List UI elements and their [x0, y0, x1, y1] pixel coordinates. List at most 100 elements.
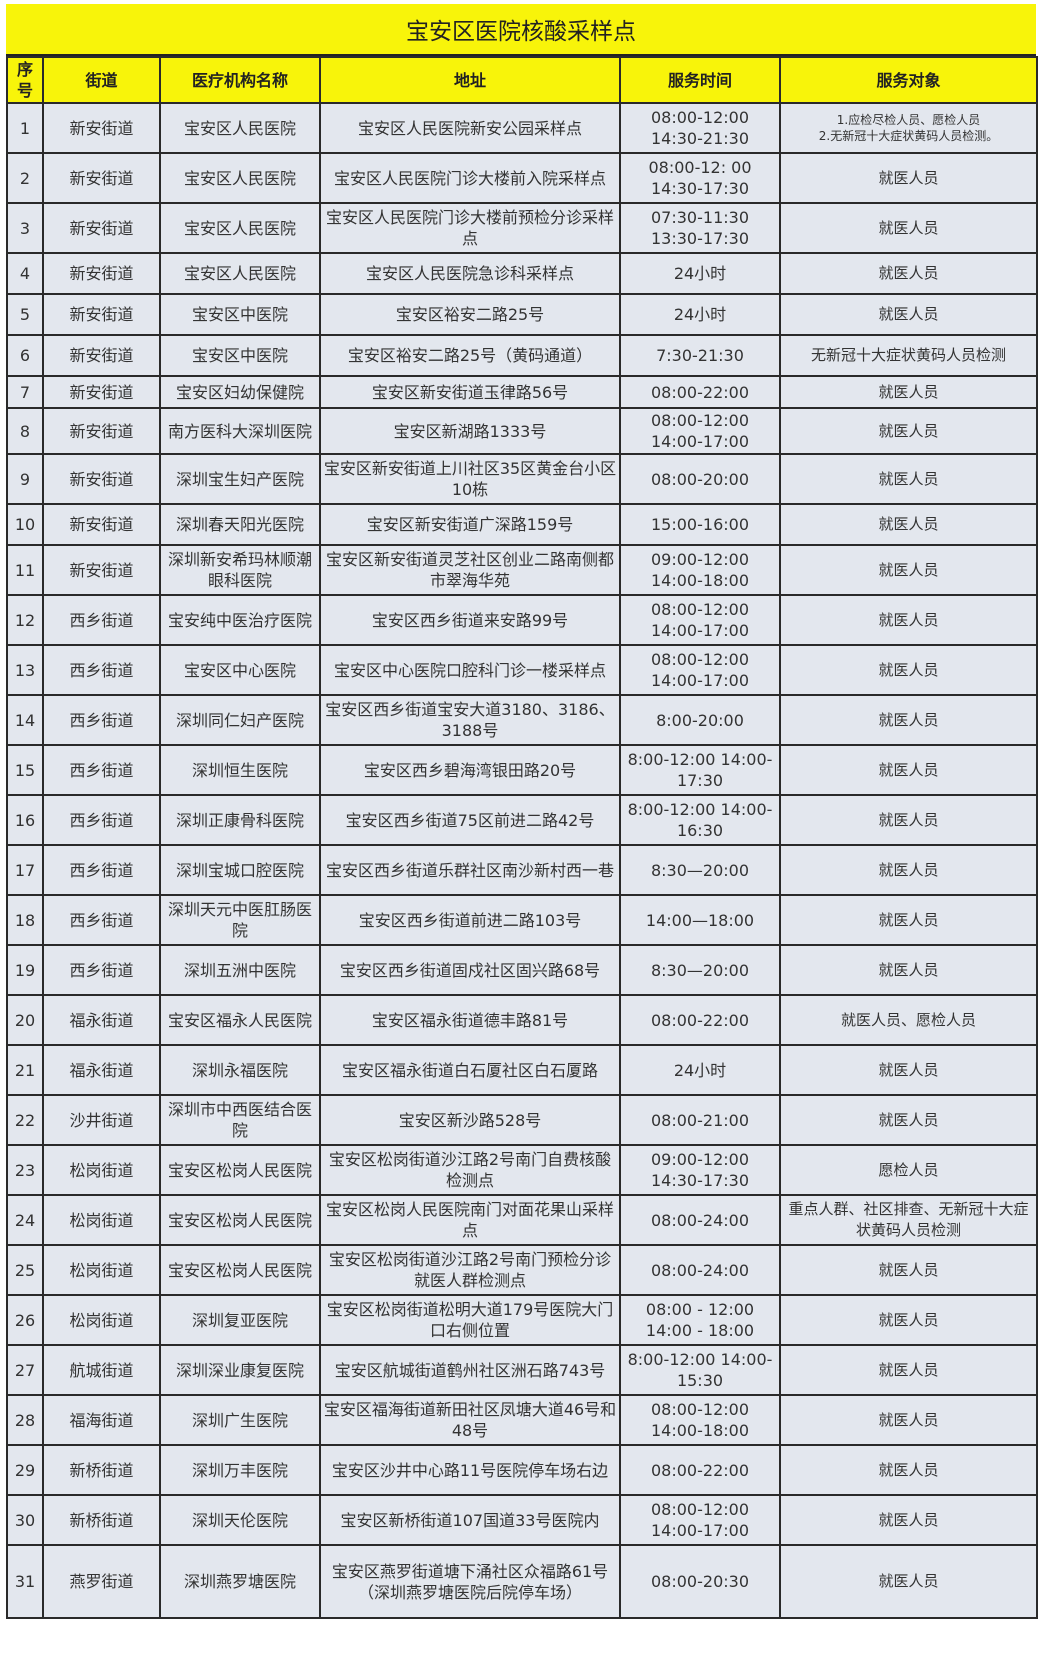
cell-address: 宝安区燕罗街道塘下涌社区众福路61号（深圳燕罗塘医院后院停车场） [319, 1544, 621, 1619]
cell-service-time: 08:00-12:00 14:00-18:00 [619, 1394, 781, 1446]
cell-institution: 宝安区松岗人民医院 [159, 1144, 321, 1196]
cell-address: 宝安区西乡街道75区前进二路42号 [319, 794, 621, 846]
cell-index: 17 [6, 844, 44, 896]
table-row: 8 新安街道 南方医科大深圳医院 宝安区新湖路1333号 08:00-12:00 14:… [6, 407, 1038, 455]
cell-service-time: 08:00-22:00 [619, 994, 781, 1046]
cell-service-target: 就医人员 [779, 407, 1038, 455]
cell-index: 22 [6, 1094, 44, 1146]
cell-service-target: 就医人员 [779, 202, 1038, 254]
cell-institution: 深圳永福医院 [159, 1044, 321, 1096]
cell-institution: 宝安区妇幼保健院 [159, 375, 321, 409]
table-row: 9 新安街道 深圳宝生妇产医院 宝安区新安街道上川社区35区黄金台小区10栋 08:00… [6, 453, 1038, 505]
cell-address: 宝安区新安街道玉律路56号 [319, 375, 621, 409]
cell-service-time: 08:00-22:00 [619, 375, 781, 409]
cell-service-target: 就医人员 [779, 1494, 1038, 1546]
table-row: 22 沙井街道 深圳市中西医结合医院 宝安区新沙路528号 08:00-21:00 就医人… [6, 1094, 1038, 1146]
table-row: 2 新安街道 宝安区人民医院 宝安区人民医院门诊大楼前入院采样点 08:00-12: 0… [6, 152, 1038, 204]
cell-street: 新桥街道 [42, 1444, 161, 1496]
table-row: 7 新安街道 宝安区妇幼保健院 宝安区新安街道玉律路56号 08:00-22:00 就医人… [6, 375, 1038, 409]
cell-service-target: 就医人员 [779, 252, 1038, 295]
cell-address: 宝安区新安街道广深路159号 [319, 503, 621, 546]
cell-street: 新安街道 [42, 293, 161, 336]
cell-service-target: 就医人员 [779, 844, 1038, 896]
cell-address: 宝安区西乡碧海湾银田路20号 [319, 744, 621, 796]
cell-index: 30 [6, 1494, 44, 1546]
table-row: 30 新桥街道 深圳天伦医院 宝安区新桥街道107国道33号医院内 08:00-12:0… [6, 1494, 1038, 1546]
cell-service-time: 24小时 [619, 1044, 781, 1096]
cell-index: 20 [6, 994, 44, 1046]
cell-service-time: 08:00-22:00 [619, 1444, 781, 1496]
header-street: 街道 [42, 56, 161, 104]
cell-service-target: 就医人员 [779, 152, 1038, 204]
sites-table: 序号 街道 医疗机构名称 地址 服务时间 服务对象 1 新安街道 宝安区人民医院 宝安… [6, 56, 1038, 1619]
cell-address: 宝安区人民医院门诊大楼前入院采样点 [319, 152, 621, 204]
header-address: 地址 [319, 56, 621, 104]
cell-service-time: 08:00-12:00 14:30-21:30 [619, 102, 781, 154]
cell-index: 25 [6, 1244, 44, 1296]
cell-street: 松岗街道 [42, 1144, 161, 1196]
cell-institution: 深圳万丰医院 [159, 1444, 321, 1496]
cell-index: 8 [6, 407, 44, 455]
cell-street: 西乡街道 [42, 694, 161, 746]
table-row: 21 福永街道 深圳永福医院 宝安区福永街道白石厦社区白石厦路 24小时 就医人员 [6, 1044, 1038, 1096]
cell-street: 新安街道 [42, 453, 161, 505]
cell-street: 松岗街道 [42, 1244, 161, 1296]
cell-institution: 宝安区松岗人民医院 [159, 1194, 321, 1246]
cell-address: 宝安区松岗人民医院南门对面花果山采样点 [319, 1194, 621, 1246]
cell-service-time: 24小时 [619, 293, 781, 336]
table-row: 6 新安街道 宝安区中医院 宝安区裕安二路25号（黄码通道） 7:30-21:30 无新冠… [6, 334, 1038, 377]
cell-service-target: 就医人员 [779, 453, 1038, 505]
table-row: 12 西乡街道 宝安纯中医治疗医院 宝安区西乡街道来安路99号 08:00-12:00 … [6, 594, 1038, 646]
table-row: 11 新安街道 深圳新安希玛林顺潮眼科医院 宝安区新安街道灵芝社区创业二路南侧都市翠海… [6, 544, 1038, 596]
cell-address: 宝安区新安街道灵芝社区创业二路南侧都市翠海华苑 [319, 544, 621, 596]
cell-service-target: 就医人员 [779, 694, 1038, 746]
cell-address: 宝安区西乡街道前进二路103号 [319, 894, 621, 946]
cell-service-time: 08:00-12: 00 14:30-17:30 [619, 152, 781, 204]
table-row: 16 西乡街道 深圳正康骨科医院 宝安区西乡街道75区前进二路42号 8:00-12:0… [6, 794, 1038, 846]
table-row: 25 松岗街道 宝安区松岗人民医院 宝安区松岗街道沙江路2号南门预检分诊就医人群检测点… [6, 1244, 1038, 1296]
cell-address: 宝安区裕安二路25号 [319, 293, 621, 336]
cell-index: 6 [6, 334, 44, 377]
cell-address: 宝安区中心医院口腔科门诊一楼采样点 [319, 644, 621, 696]
cell-address: 宝安区松岗街道沙江路2号南门预检分诊就医人群检测点 [319, 1244, 621, 1296]
table-row: 1 新安街道 宝安区人民医院 宝安区人民医院新安公园采样点 08:00-12:00 14… [6, 102, 1038, 154]
cell-institution: 南方医科大深圳医院 [159, 407, 321, 455]
cell-address: 宝安区松岗街道松明大道179号医院大门口右侧位置 [319, 1294, 621, 1346]
cell-street: 新安街道 [42, 252, 161, 295]
cell-service-target: 就医人员 [779, 1294, 1038, 1346]
sampling-sites-sheet: 宝安区医院核酸采样点 序号 街道 医疗机构名称 地址 服务时间 服务对象 1 新安… [6, 4, 1038, 1619]
table-row: 5 新安街道 宝安区中医院 宝安区裕安二路25号 24小时 就医人员 [6, 293, 1038, 336]
cell-address: 宝安区沙井中心路11号医院停车场右边 [319, 1444, 621, 1496]
table-row: 15 西乡街道 深圳恒生医院 宝安区西乡碧海湾银田路20号 8:00-12:00 14:… [6, 744, 1038, 796]
cell-service-time: 8:00-12:00 14:00-17:30 [619, 744, 781, 796]
cell-service-time: 09:00-12:00 14:00-18:00 [619, 544, 781, 596]
cell-address: 宝安区福永街道白石厦社区白石厦路 [319, 1044, 621, 1096]
cell-service-time: 8:30—20:00 [619, 944, 781, 996]
cell-institution: 深圳新安希玛林顺潮眼科医院 [159, 544, 321, 596]
cell-street: 新安街道 [42, 407, 161, 455]
cell-service-time: 08:00-20:30 [619, 1544, 781, 1619]
cell-service-time: 07:30-11:30 13:30-17:30 [619, 202, 781, 254]
cell-index: 28 [6, 1394, 44, 1446]
cell-street: 沙井街道 [42, 1094, 161, 1146]
cell-service-target: 就医人员 [779, 744, 1038, 796]
cell-index: 23 [6, 1144, 44, 1196]
cell-street: 新安街道 [42, 152, 161, 204]
cell-index: 31 [6, 1544, 44, 1619]
cell-street: 西乡街道 [42, 944, 161, 996]
cell-service-target: 就医人员 [779, 1244, 1038, 1296]
cell-service-target: 就医人员、愿检人员 [779, 994, 1038, 1046]
cell-service-time: 08:00-20:00 [619, 453, 781, 505]
cell-street: 西乡街道 [42, 894, 161, 946]
cell-index: 16 [6, 794, 44, 846]
cell-street: 松岗街道 [42, 1294, 161, 1346]
cell-service-target: 就医人员 [779, 1544, 1038, 1619]
sheet-title: 宝安区医院核酸采样点 [6, 4, 1036, 56]
table-row: 31 燕罗街道 深圳燕罗塘医院 宝安区燕罗街道塘下涌社区众福路61号（深圳燕罗塘医院后… [6, 1544, 1038, 1619]
cell-address: 宝安区松岗街道沙江路2号南门自费核酸检测点 [319, 1144, 621, 1196]
cell-index: 27 [6, 1344, 44, 1396]
cell-index: 15 [6, 744, 44, 796]
cell-address: 宝安区新湖路1333号 [319, 407, 621, 455]
cell-address: 宝安区西乡街道固戍社区固兴路68号 [319, 944, 621, 996]
cell-index: 13 [6, 644, 44, 696]
